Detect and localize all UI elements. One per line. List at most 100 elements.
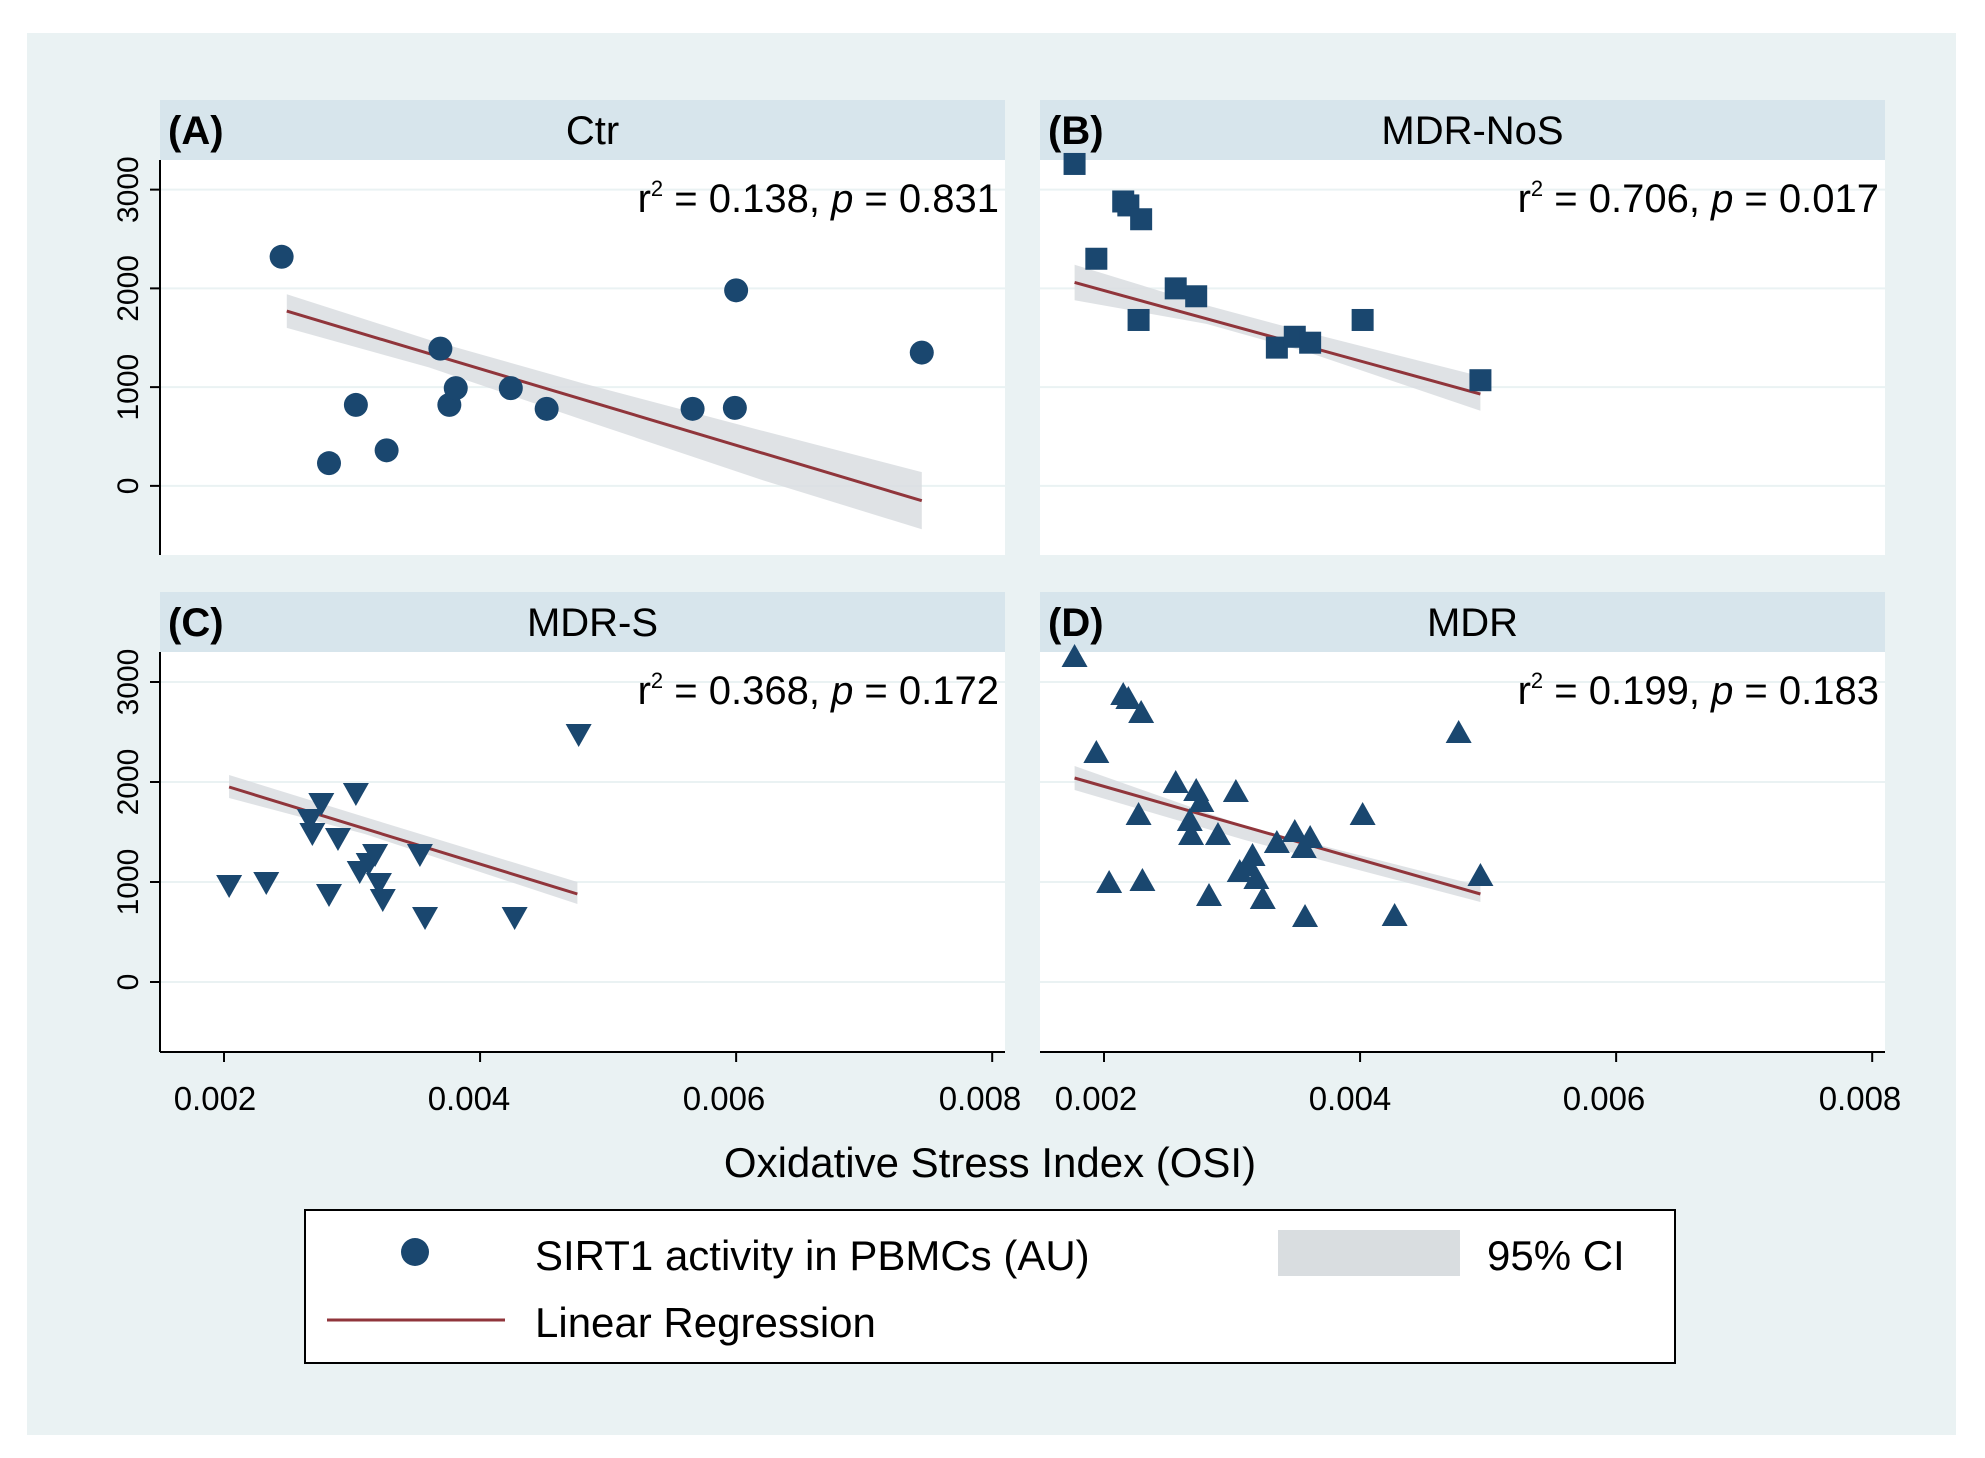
data-point [909,340,934,365]
data-point [1196,883,1222,906]
panel-mdr-s: (C) MDR-S 0 1000 2000 3000 r2 = 0.368, p = 0.1… [112,592,1005,1062]
y-tick-label: 0 [112,478,145,495]
plot-area [1040,160,1885,555]
data-point [1265,336,1288,359]
data-point [1349,802,1376,825]
regression-line [228,785,578,896]
data-point [362,844,389,867]
data-point [1351,308,1374,331]
r2-annotation: r2 = 0.138, p = 0.831 [638,176,999,221]
legend-line-label: Linear Regression [535,1299,876,1346]
data-point [1096,870,1123,893]
plot-area [160,652,1005,1052]
panel-title: MDR [1427,601,1518,645]
x-tick-label: 0.008 [939,1080,1022,1117]
data-point [296,809,323,832]
y-tick-label: 3000 [112,156,145,223]
data-point [1263,830,1290,853]
panel-ctr: (A) Ctr 0 1000 2000 3000 r2 = 0.138, p = 0.831 [112,100,1005,555]
data-point [1083,740,1110,763]
data-point [1299,331,1322,354]
data-point [308,793,335,816]
data-point [324,828,351,851]
data-point [1176,808,1203,831]
data-point [498,376,523,401]
panel-title: MDR-NoS [1381,109,1563,153]
panel-mdr-nos: (B) MDR-NoS r2 = 0.706, p = 0.017 [1040,100,1885,555]
x-tick-label: 0.008 [1819,1080,1902,1117]
ci-band [1074,766,1481,902]
data-point [253,872,280,895]
circle-marker-icon [401,1238,429,1266]
data-point [1185,285,1208,308]
data-point [406,844,433,867]
data-point [1249,886,1276,909]
y-tick-label: 0 [112,974,145,991]
x-tick-label: 0.006 [683,1080,766,1117]
data-point [1445,720,1472,743]
data-point [1239,843,1266,866]
legend-ci-label: 95% CI [1487,1232,1625,1279]
panel-label: (D) [1048,601,1104,645]
data-point [1243,866,1270,889]
y-tick-label: 1000 [112,849,145,916]
y-tick-label: 3000 [112,649,145,716]
data-point [299,823,326,846]
data-point [317,451,341,476]
panel-strip [160,100,1005,160]
data-point [1204,822,1231,845]
data-point [374,438,399,463]
data-point [1129,868,1156,891]
regression-line [286,309,923,503]
plot-area [1040,652,1885,1052]
data-point [1164,277,1187,300]
panel-strip [160,592,1005,652]
data-point [1128,700,1155,723]
data-point [534,396,559,421]
x-tick-label: 0.004 [1309,1080,1392,1117]
data-point [1162,770,1189,793]
panel-strip [1040,592,1885,652]
data-point [1115,686,1142,709]
data-point [1127,308,1150,331]
data-point [1381,903,1408,926]
data-point [343,392,368,417]
r2-annotation: r2 = 0.706, p = 0.017 [1518,176,1879,221]
y-tick-label: 2000 [112,255,145,322]
data-point [1469,369,1492,392]
panel-label: (B) [1048,109,1104,153]
data-point [412,907,439,930]
data-point [428,336,453,361]
data-point [1130,208,1153,231]
data-point [1292,904,1319,927]
panel-label: (C) [168,601,224,645]
x-tick-labels-left: 0.002 0.004 0.006 0.008 [174,1080,1022,1117]
y-tick-label: 1000 [112,354,145,421]
data-point [1061,644,1088,667]
data-point [1085,247,1108,270]
data-point [1281,819,1308,842]
panel-strip [1040,100,1885,160]
data-point [269,244,294,269]
r2-annotation: r2 = 0.368, p = 0.172 [638,668,999,713]
data-point [1188,789,1215,812]
panel-title: Ctr [566,109,619,153]
data-point [501,907,528,930]
data-point [369,889,396,912]
x-tick-label: 0.006 [1563,1080,1646,1117]
y-tick-label: 2000 [112,749,145,816]
data-point [1178,822,1205,845]
data-point [365,873,392,896]
data-point [565,724,592,747]
data-point [316,884,342,907]
panel-title: MDR-S [527,601,658,645]
panel-label: (A) [168,109,224,153]
data-point [1125,802,1152,825]
data-point [342,783,369,806]
data-point [1297,825,1324,848]
legend: SIRT1 activity in PBMCs (AU) Linear Regr… [304,1209,1676,1364]
x-tick-label: 0.002 [174,1080,257,1117]
data-point [1467,863,1494,886]
